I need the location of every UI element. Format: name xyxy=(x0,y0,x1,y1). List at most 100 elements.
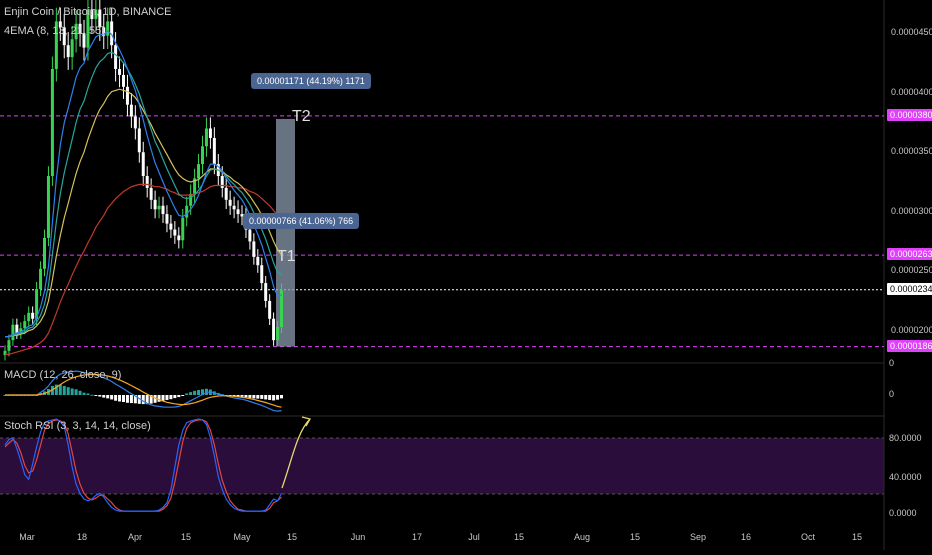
stoch-tick-label: 0.0000 xyxy=(889,508,917,518)
candle-body xyxy=(46,176,50,238)
candle-body xyxy=(208,128,212,138)
t1-label: T1 xyxy=(277,248,296,265)
t2-label: T2 xyxy=(292,108,311,125)
macd-histogram-bar xyxy=(240,395,244,397)
candle-body xyxy=(181,217,185,241)
macd-histogram-bar xyxy=(141,395,145,405)
candle-body xyxy=(169,223,173,230)
candle-body xyxy=(212,137,216,165)
macd-histogram-bar xyxy=(260,395,264,399)
date-tick-label: Oct xyxy=(800,532,816,542)
candle-body xyxy=(129,104,133,117)
date-tick-label: 18 xyxy=(76,532,88,542)
stoch-projection-arrowhead xyxy=(301,416,311,427)
macd-histogram-bar xyxy=(62,385,66,395)
date-tick-label: 15 xyxy=(629,532,641,542)
macd-histogram-bar xyxy=(236,395,240,397)
date-tick-label: 16 xyxy=(740,532,752,542)
macd-histogram-bar xyxy=(181,395,185,396)
candle-body xyxy=(153,199,157,210)
candle-body xyxy=(110,21,114,46)
candle-body xyxy=(125,86,129,105)
macd-histogram-bar xyxy=(102,395,106,398)
candle-body xyxy=(268,300,272,319)
stoch-tick-label: 80.0000 xyxy=(889,433,922,443)
macd-histogram-bar xyxy=(264,395,268,400)
candle-body xyxy=(58,21,62,28)
candle-body xyxy=(232,205,236,210)
candle-body xyxy=(149,187,153,200)
macd-histogram-bar xyxy=(66,387,70,395)
candle-body xyxy=(173,229,177,236)
candle-body xyxy=(280,290,283,328)
macd-histogram-bar xyxy=(197,390,201,395)
target-price-tag: 0.00003806 xyxy=(887,108,932,121)
candle-body xyxy=(276,327,280,341)
candle-body xyxy=(141,152,145,177)
date-tick-label: 15 xyxy=(180,532,192,542)
target-price-tag: 0.00002635 xyxy=(887,248,932,261)
candle-body xyxy=(189,193,193,206)
candle-body xyxy=(204,128,208,147)
macd-histogram-bar xyxy=(272,395,276,401)
macd-histogram-bar xyxy=(280,395,283,399)
candle-body xyxy=(165,214,169,224)
target-projection-box xyxy=(276,118,295,347)
candle-body xyxy=(201,146,204,165)
macd-histogram-bar xyxy=(244,395,248,398)
date-tick-label: Mar xyxy=(19,532,35,542)
t2-measure-callout: 0.00001171 (44.19%) 1171 xyxy=(251,73,371,89)
date-tick-label: May xyxy=(233,532,251,542)
candle-body xyxy=(43,237,46,269)
macd-histogram-bar xyxy=(248,395,252,398)
candle-body xyxy=(256,256,260,266)
candle-body xyxy=(157,205,161,210)
macd-histogram-bar xyxy=(82,392,86,395)
ema-21-line xyxy=(5,88,282,338)
ema-55-line xyxy=(5,183,282,355)
candle-body xyxy=(193,178,197,194)
candle-body xyxy=(236,209,240,215)
macd-histogram-bar xyxy=(276,395,280,400)
candle-body xyxy=(19,328,23,334)
macd-histogram-bar xyxy=(201,389,204,395)
candle-body xyxy=(66,45,70,58)
stoch-projection-arrow xyxy=(281,418,311,489)
candle-body xyxy=(27,312,31,322)
macd-histogram-bar xyxy=(122,395,125,403)
candle-body xyxy=(31,312,35,319)
candle-body xyxy=(74,23,78,40)
macd-histogram-bar xyxy=(74,389,78,395)
candle-body xyxy=(106,21,110,36)
macd-histogram-bar xyxy=(252,395,256,399)
candle-body xyxy=(102,27,106,36)
date-tick-label: Jul xyxy=(468,532,480,542)
macd-histogram-bar xyxy=(94,395,98,396)
candle-body xyxy=(228,199,232,206)
macd-histogram-bar xyxy=(185,393,189,395)
candle-body xyxy=(264,283,268,301)
candle-body xyxy=(23,321,27,329)
macd-histogram-bar xyxy=(256,395,260,399)
candle-body xyxy=(260,265,264,284)
date-tick-label: 15 xyxy=(513,532,525,542)
candle-body xyxy=(220,176,224,188)
candle-body xyxy=(272,318,276,341)
candle-body xyxy=(137,128,141,153)
macd-histogram-bar xyxy=(268,395,272,400)
candle-body xyxy=(224,187,228,200)
stoch-k-line xyxy=(4,418,283,512)
date-tick-label: Aug xyxy=(573,532,591,542)
macd-histogram-bar xyxy=(54,384,58,395)
candle-body xyxy=(82,33,86,48)
stoch-tick-label: 40.0000 xyxy=(889,472,922,482)
candle-body xyxy=(122,74,125,87)
candle-body xyxy=(54,21,58,69)
candle-body xyxy=(98,9,102,28)
